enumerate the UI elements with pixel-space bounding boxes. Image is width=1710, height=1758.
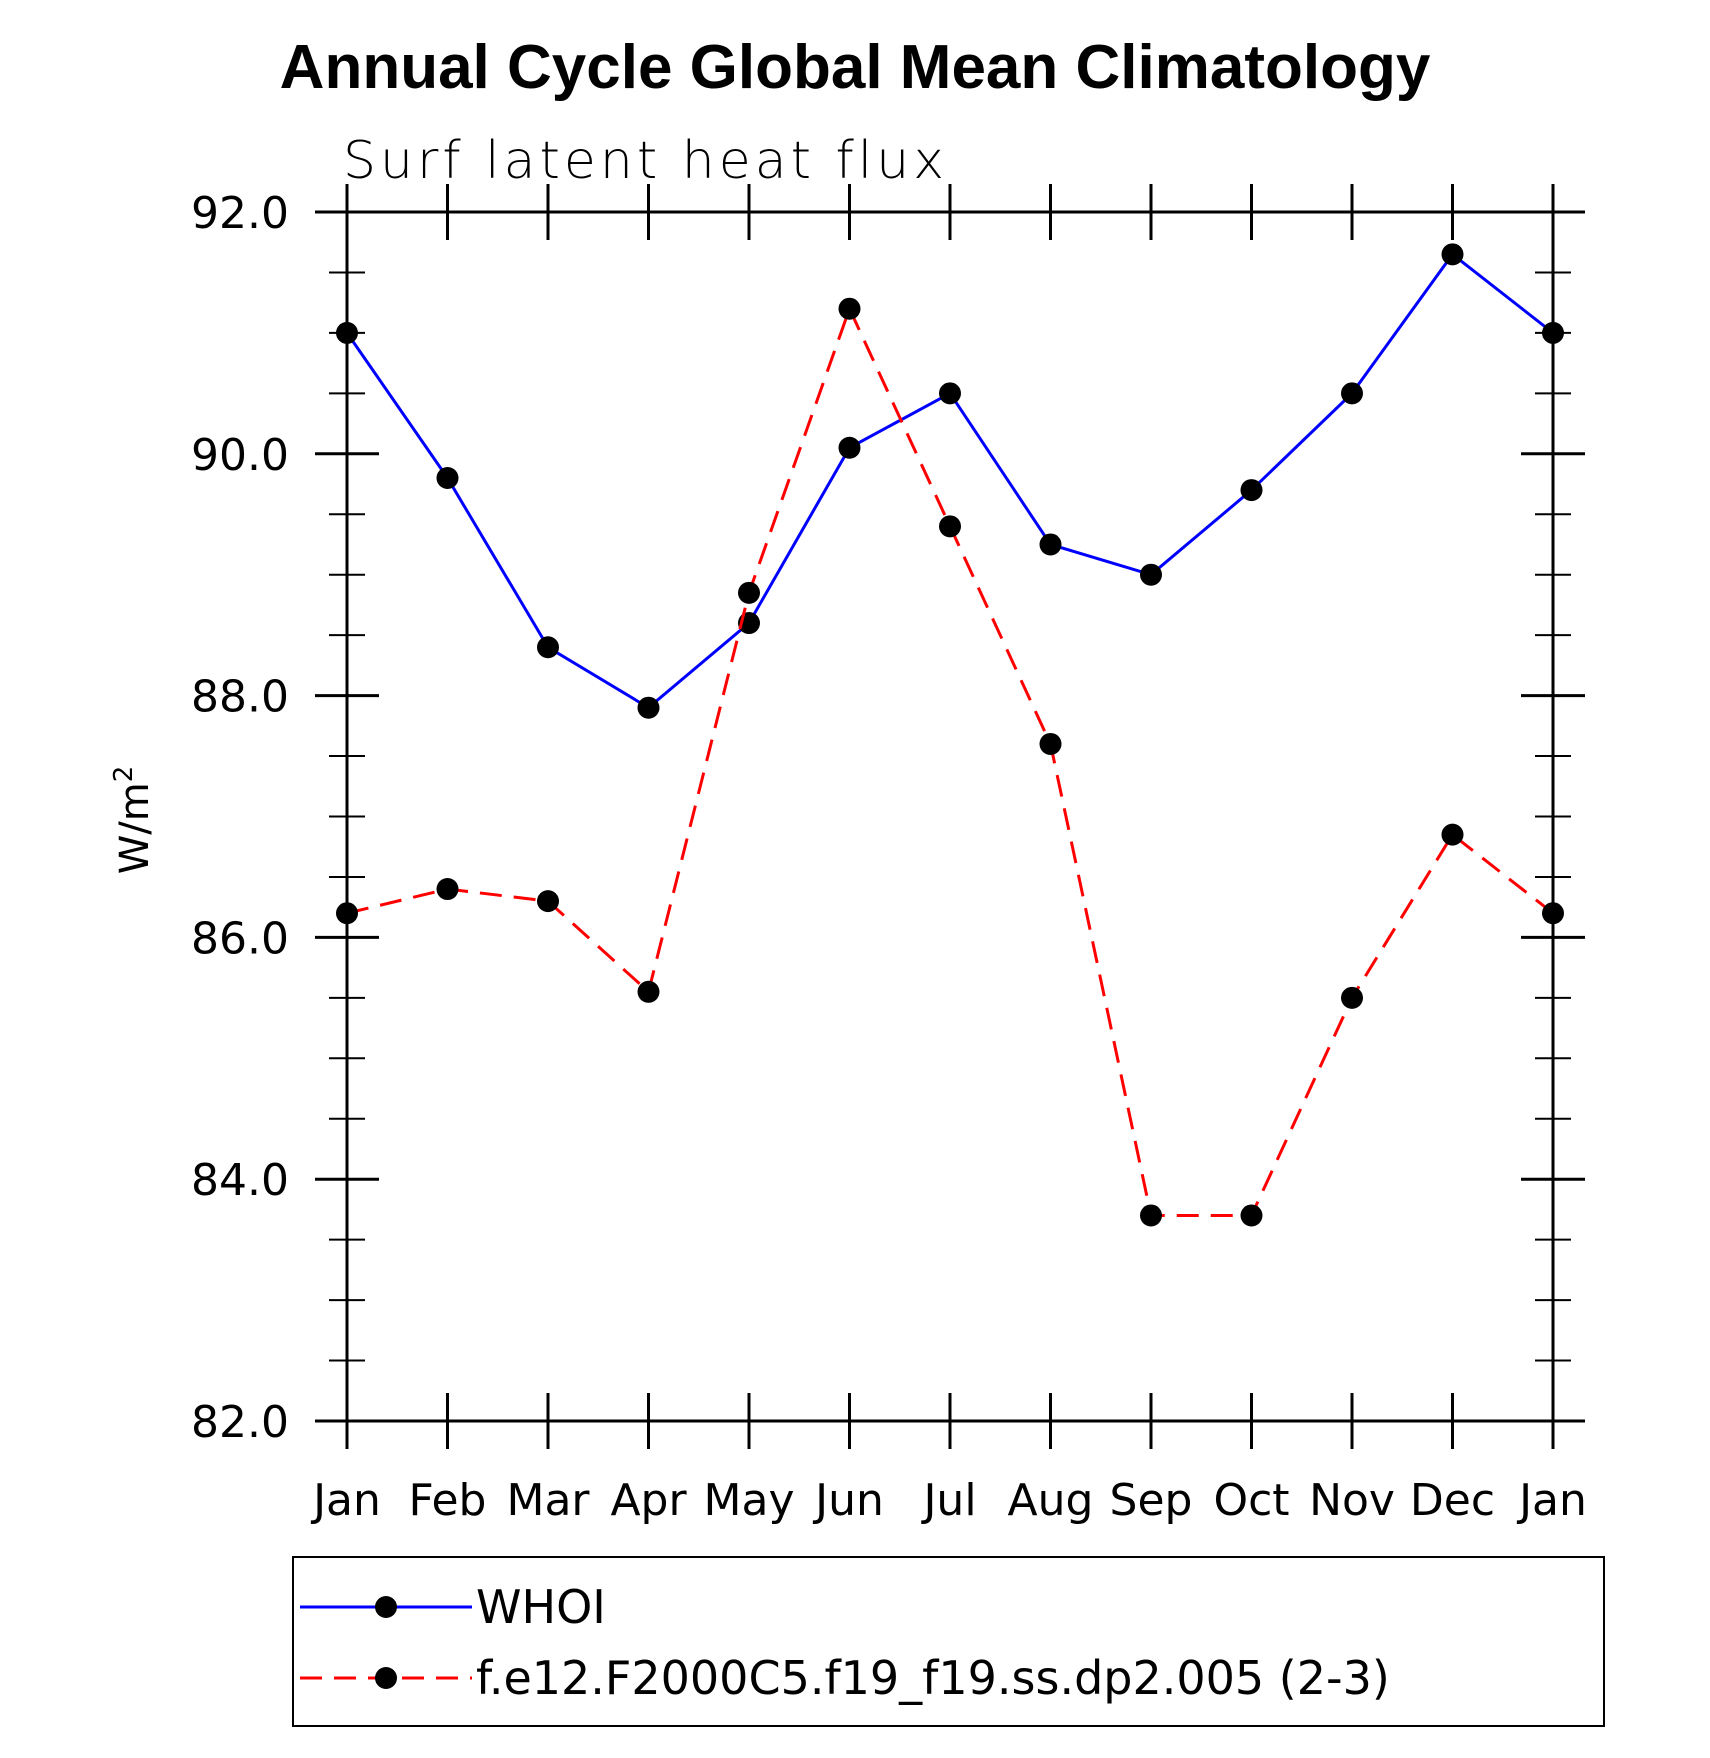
- data-point: [637, 696, 660, 719]
- data-point: [1140, 563, 1162, 586]
- data-point: [1441, 243, 1464, 266]
- data-point: [1341, 382, 1363, 405]
- x-tick-label: Apr: [610, 1475, 687, 1526]
- x-tick-label: Nov: [1309, 1475, 1395, 1526]
- x-tick-label: Dec: [1410, 1475, 1495, 1526]
- y-axis-label: W/m2: [109, 766, 158, 875]
- legend-item: WHOI: [300, 1580, 606, 1634]
- data-point: [537, 636, 559, 659]
- legend-label: f.e12.F2000C5.f19_f19.ss.dp2.005 (2-3): [476, 1651, 1390, 1705]
- data-point: [436, 466, 459, 489]
- x-tick-label: Jul: [920, 1475, 976, 1526]
- chart-title: Annual Cycle Global Mean Climatology: [280, 33, 1431, 102]
- legend-box: [292, 1556, 1605, 1727]
- x-tick-label: Aug: [1008, 1475, 1094, 1526]
- x-tick-label: Jun: [812, 1475, 884, 1526]
- y-tick-label: 92.0: [191, 188, 289, 239]
- data-point: [1140, 1204, 1162, 1227]
- data-point: [738, 581, 760, 604]
- legend-item: f.e12.F2000C5.f19_f19.ss.dp2.005 (2-3): [300, 1651, 1390, 1705]
- data-point: [336, 902, 358, 925]
- series-line: [346, 304, 1554, 1217]
- data-point: [1039, 533, 1062, 556]
- y-tick-label: 82.0: [191, 1397, 289, 1448]
- series-2: [336, 297, 1564, 1227]
- data-point: [939, 515, 961, 538]
- x-tick-label: Jan: [310, 1475, 381, 1526]
- data-point: [939, 382, 961, 405]
- data-point: [1341, 986, 1363, 1009]
- y-tick-label: 88.0: [191, 672, 289, 723]
- y-tick-label: 84.0: [191, 1155, 289, 1206]
- data-point: [336, 321, 358, 344]
- series-layer: [336, 243, 1564, 1227]
- x-tick-label: Jan: [1516, 1475, 1587, 1526]
- data-point: [1240, 1204, 1263, 1227]
- y-tick-label: 90.0: [191, 430, 289, 481]
- data-point: [838, 297, 861, 320]
- x-tick-label: May: [704, 1475, 795, 1526]
- data-point: [537, 890, 559, 913]
- legend-marker: [375, 1667, 397, 1689]
- axes: Jan Feb Mar Apr May Jun Jul Aug Sep Oct Nov Dec Jan 8…: [109, 184, 1587, 1526]
- y-tick-label: 86.0: [191, 913, 289, 964]
- legend-marker: [375, 1596, 397, 1618]
- data-point: [637, 980, 660, 1003]
- x-tick-label: Feb: [409, 1475, 487, 1526]
- data-point: [838, 436, 861, 459]
- data-point: [1441, 823, 1464, 846]
- y-axis-label-text: W/m: [112, 782, 158, 874]
- y-axis-label-superscript: 2: [109, 766, 139, 783]
- series-line: [345, 252, 1554, 710]
- data-point: [1039, 732, 1062, 755]
- data-point: [1542, 321, 1564, 344]
- legend-label: WHOI: [476, 1580, 606, 1634]
- x-tick-label: Sep: [1110, 1475, 1193, 1526]
- x-tick-label: Mar: [506, 1475, 590, 1526]
- data-point: [436, 878, 459, 901]
- data-point: [1542, 902, 1564, 925]
- series-1: [336, 243, 1564, 719]
- data-point: [1240, 479, 1263, 502]
- chart-subtitle: Surf latent heat flux: [343, 131, 948, 191]
- x-tick-label: Oct: [1213, 1475, 1289, 1526]
- legend: WHOI f.e12.F2000C5.f19_f19.ss.dp2.005 (2-…: [292, 1556, 1605, 1727]
